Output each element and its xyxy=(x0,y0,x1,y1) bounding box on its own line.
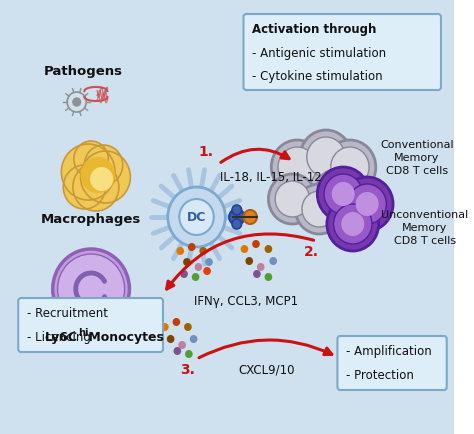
Circle shape xyxy=(334,204,372,244)
FancyBboxPatch shape xyxy=(0,0,460,434)
Circle shape xyxy=(264,273,272,281)
Circle shape xyxy=(246,257,253,265)
Circle shape xyxy=(341,213,365,237)
Text: CD8 T cells: CD8 T cells xyxy=(393,236,456,246)
Circle shape xyxy=(253,270,261,278)
Text: Unconventional: Unconventional xyxy=(381,210,468,220)
FancyArrowPatch shape xyxy=(167,234,314,289)
Circle shape xyxy=(331,148,369,187)
Circle shape xyxy=(348,184,386,224)
Circle shape xyxy=(63,166,105,210)
Circle shape xyxy=(295,184,343,234)
Circle shape xyxy=(327,197,379,251)
Circle shape xyxy=(264,246,272,253)
Text: 3.: 3. xyxy=(181,362,195,376)
Circle shape xyxy=(176,247,184,256)
Text: Memory: Memory xyxy=(402,223,447,233)
Circle shape xyxy=(229,210,245,226)
Text: Pathogens: Pathogens xyxy=(44,66,123,78)
Circle shape xyxy=(161,323,169,331)
Circle shape xyxy=(332,183,355,207)
Circle shape xyxy=(317,168,369,221)
Circle shape xyxy=(84,146,123,186)
Circle shape xyxy=(356,193,379,217)
Text: IL-18, IL-15, IL-12: IL-18, IL-15, IL-12 xyxy=(220,171,322,184)
Text: 1.: 1. xyxy=(199,145,214,159)
Text: Ly6C: Ly6C xyxy=(45,331,78,344)
Circle shape xyxy=(191,273,200,281)
Circle shape xyxy=(188,243,196,251)
Text: - Cytokine stimulation: - Cytokine stimulation xyxy=(252,70,383,82)
Circle shape xyxy=(53,250,129,329)
Text: Conventional: Conventional xyxy=(380,140,454,150)
Circle shape xyxy=(205,258,213,266)
Circle shape xyxy=(173,347,181,355)
Circle shape xyxy=(302,191,337,227)
Circle shape xyxy=(200,247,207,256)
Text: - Licencing: - Licencing xyxy=(27,331,91,344)
Circle shape xyxy=(232,206,242,216)
Circle shape xyxy=(241,246,248,253)
Text: CD8 T cells: CD8 T cells xyxy=(386,166,448,176)
Text: - Recruitment: - Recruitment xyxy=(27,307,108,320)
Circle shape xyxy=(74,141,109,178)
Text: 2.: 2. xyxy=(304,244,319,258)
Circle shape xyxy=(324,141,376,194)
Circle shape xyxy=(341,178,393,231)
FancyBboxPatch shape xyxy=(337,336,447,390)
Circle shape xyxy=(184,323,191,331)
Text: - Antigenic stimulation: - Antigenic stimulation xyxy=(252,46,386,59)
Text: Activation through: Activation through xyxy=(252,23,376,36)
Text: CXCL9/10: CXCL9/10 xyxy=(238,363,295,376)
Circle shape xyxy=(190,335,198,343)
Text: DC: DC xyxy=(187,211,206,224)
Circle shape xyxy=(178,341,186,349)
Circle shape xyxy=(244,210,257,224)
Circle shape xyxy=(185,350,193,358)
Circle shape xyxy=(73,164,119,211)
Text: Monocytes: Monocytes xyxy=(84,331,164,344)
Circle shape xyxy=(300,131,352,184)
Circle shape xyxy=(179,200,214,236)
Circle shape xyxy=(173,318,180,326)
Circle shape xyxy=(73,99,81,107)
Text: - Protection: - Protection xyxy=(346,368,414,381)
FancyArrowPatch shape xyxy=(199,340,332,358)
Text: Macrophages: Macrophages xyxy=(41,213,141,226)
Circle shape xyxy=(61,145,115,201)
Circle shape xyxy=(203,267,211,275)
Text: IFNγ, CCL3, MCP1: IFNγ, CCL3, MCP1 xyxy=(194,295,299,308)
Circle shape xyxy=(310,163,361,217)
Text: hi: hi xyxy=(79,327,89,337)
FancyBboxPatch shape xyxy=(18,298,163,352)
Circle shape xyxy=(252,240,260,248)
Circle shape xyxy=(81,158,115,194)
Circle shape xyxy=(269,257,277,265)
FancyBboxPatch shape xyxy=(244,15,441,91)
Text: - Amplification: - Amplification xyxy=(346,345,432,358)
Circle shape xyxy=(307,138,345,178)
Circle shape xyxy=(257,263,264,271)
FancyArrowPatch shape xyxy=(221,150,289,163)
Circle shape xyxy=(81,151,130,204)
Circle shape xyxy=(90,168,113,191)
Circle shape xyxy=(316,170,355,210)
Circle shape xyxy=(232,220,242,230)
Circle shape xyxy=(168,187,225,247)
Circle shape xyxy=(183,258,191,266)
Circle shape xyxy=(167,335,174,343)
Circle shape xyxy=(271,141,323,194)
Circle shape xyxy=(195,263,202,271)
Circle shape xyxy=(180,270,188,278)
Circle shape xyxy=(278,148,316,187)
Circle shape xyxy=(275,181,310,217)
Circle shape xyxy=(324,174,362,214)
Text: Memory: Memory xyxy=(394,153,440,163)
Circle shape xyxy=(57,254,125,324)
Circle shape xyxy=(268,174,316,224)
